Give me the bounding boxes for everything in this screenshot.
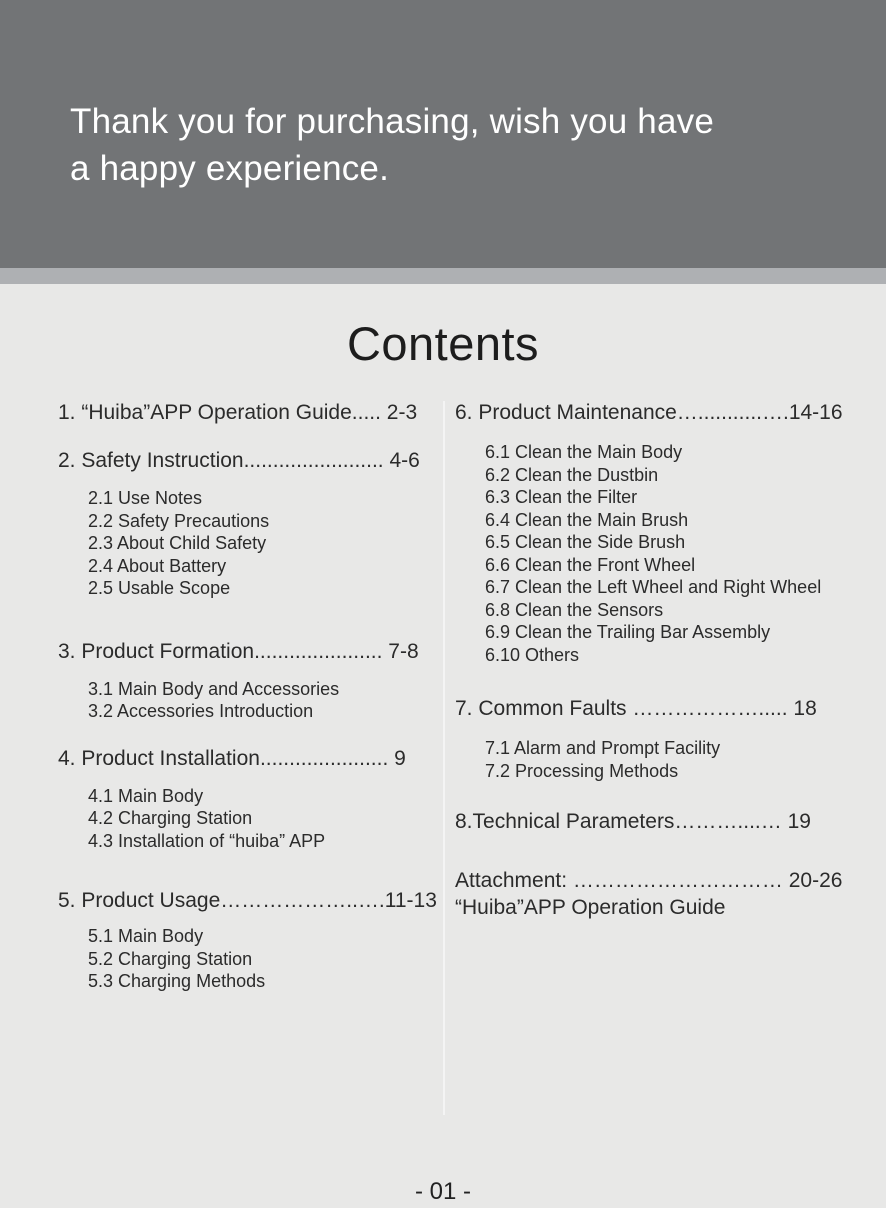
toc-subitem: 5.1 Main Body <box>88 926 204 946</box>
toc-subitem: 6.6 Clean the Front Wheel <box>485 554 696 575</box>
toc-subitem: 7.1 Alarm and Prompt Facility <box>485 738 721 758</box>
page-number: - 01 - <box>414 1178 471 1205</box>
toc-entry: 1. “Huiba”APP Operation Guide..... 2-3 <box>58 401 418 424</box>
toc-item-1: 1. “Huiba”APP Operation Guide..... 2-3 <box>58 401 443 425</box>
toc-subitem: 4.1 Main Body <box>88 785 204 806</box>
toc-subitem: 6.4 Clean the Main Brush <box>485 509 689 530</box>
toc-item-8: 8.Technical Parameters………....… 19 <box>455 810 860 834</box>
toc-subitem: 2.4 About Battery <box>88 555 227 576</box>
toc-subitem: 5.2 Charging Station <box>88 948 253 969</box>
toc-entry: 7. Common Faults ………………..... 18 <box>455 697 817 720</box>
toc-item-7: 7. Common Faults ………………..... 18 7.1 Alar… <box>455 697 860 782</box>
toc-subitem: 2.1 Use Notes <box>88 488 203 508</box>
column-divider <box>443 401 445 1115</box>
toc-item-3: 3. Product Formation....................… <box>58 640 443 723</box>
toc-subitem: 2.5 Usable Scope <box>88 578 231 598</box>
toc-subitem: 4.2 Charging Station <box>88 808 253 828</box>
toc-item-attachment: Attachment: ………………………… 20-26 “Huiba”APP … <box>455 867 860 921</box>
attachment-line-2: “Huiba”APP Operation Guide <box>455 896 726 919</box>
toc-subitem: 3.1 Main Body and Accessories <box>88 678 340 699</box>
toc-entry: 5. Product Usage………………..….11-13 <box>58 889 437 912</box>
toc-subitem: 3.2 Accessories Introduction <box>88 701 314 721</box>
toc-entry: 6. Product Maintenance…...........….14-1… <box>455 401 843 424</box>
toc-subitem: 6.8 Clean the Sensors <box>485 599 664 620</box>
toc-subitem: 2.3 About Child Safety <box>88 533 267 553</box>
header-banner: Thank you for purchasing, wish you have … <box>0 0 886 268</box>
toc-subitem: 6.9 Clean the Trailing Bar Assembly <box>485 622 771 642</box>
toc-entry: 8.Technical Parameters………....… 19 <box>455 810 811 833</box>
header-line-2: a happy experience. <box>70 149 390 188</box>
toc-column-right: 6. Product Maintenance…...........….14-1… <box>453 401 860 1115</box>
toc-subitem: 6.5 Clean the Side Brush <box>485 532 686 552</box>
toc-subitem: 2.2 Safety Precautions <box>88 510 270 531</box>
toc-subitem: 6.1 Clean the Main Body <box>485 442 683 462</box>
toc-entry: 4. Product Installation.................… <box>58 746 406 770</box>
attachment-line-1: Attachment: ………………………… 20-26 <box>455 869 843 892</box>
toc-columns: 1. “Huiba”APP Operation Guide..... 2-3 2… <box>0 401 886 1115</box>
toc-column-left: 1. “Huiba”APP Operation Guide..... 2-3 2… <box>58 401 443 1115</box>
toc-entry: 2. Safety Instruction...................… <box>58 449 420 472</box>
toc-subitem: 6.2 Clean the Dustbin <box>485 464 659 485</box>
toc-subitem: 6.10 Others <box>485 644 580 665</box>
toc-subitem: 6.7 Clean the Left Wheel and Right Wheel <box>485 577 822 597</box>
contents-title: Contents <box>346 317 540 370</box>
toc-item-5: 5. Product Usage………………..….11-13 5.1 Main… <box>58 889 443 993</box>
toc-item-2: 2. Safety Instruction...................… <box>58 449 443 600</box>
header-divider-strip <box>0 268 886 284</box>
toc-subitem: 6.3 Clean the Filter <box>485 487 638 507</box>
header-line-1: Thank you for purchasing, wish you have <box>70 102 714 141</box>
toc-item-4: 4. Product Installation.................… <box>58 747 443 853</box>
toc-subitem: 7.2 Processing Methods <box>485 760 679 781</box>
toc-entry: 3. Product Formation....................… <box>58 639 419 663</box>
toc-subitem: 5.3 Charging Methods <box>88 971 266 991</box>
toc-subitem: 4.3 Installation of “huiba” APP <box>88 830 326 851</box>
toc-item-6: 6. Product Maintenance…...........….14-1… <box>455 401 860 666</box>
